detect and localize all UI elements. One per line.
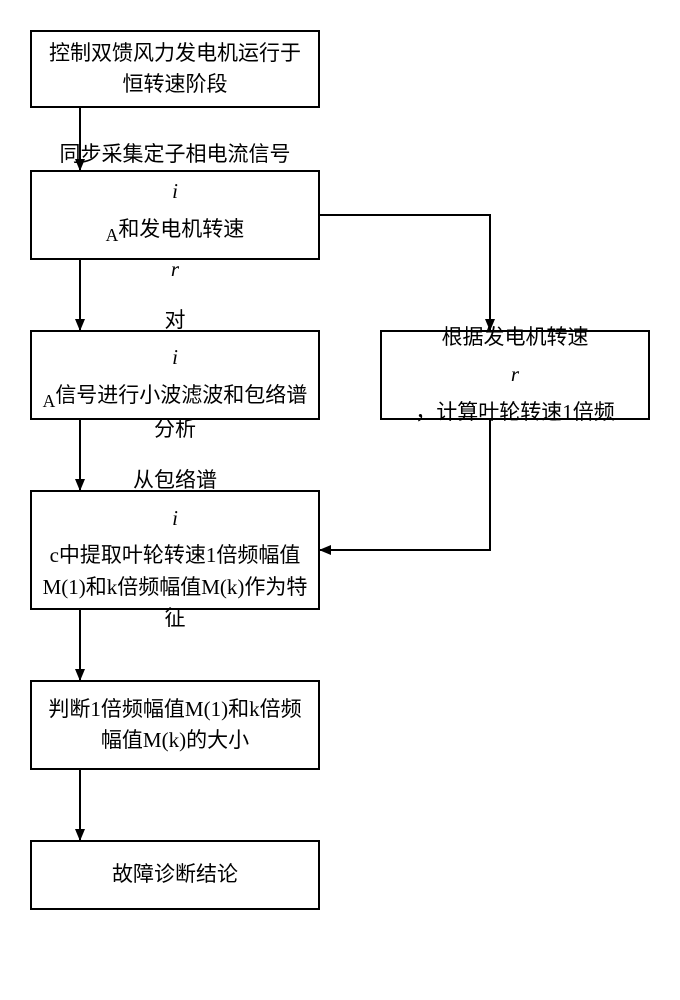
box-text: 故障诊断结论	[102, 853, 248, 897]
arrow-b4-to-b5	[320, 420, 490, 550]
box-compare-amplitudes: 判断1倍频幅值M(1)和k倍频幅值M(k)的大小	[30, 680, 320, 770]
arrow-b2-to-b4	[320, 215, 490, 330]
box-control-dfig: 控制双馈风力发电机运行于恒转速阶段	[30, 30, 320, 108]
box-text: 根据发电机转速r，计算叶轮转速1倍频	[405, 316, 625, 435]
box-text: 控制双馈风力发电机运行于恒转速阶段	[32, 32, 318, 107]
box-text: 从包络谱ic中提取叶轮转速1倍频幅值M(1)和k倍频幅值M(k)作为特征	[32, 459, 318, 641]
box-text: 同步采集定子相电流信号iA和发电机转速r	[50, 133, 301, 298]
box-extract-features: 从包络谱ic中提取叶轮转速1倍频幅值M(1)和k倍频幅值M(k)作为特征	[30, 490, 320, 610]
box-collect-signals: 同步采集定子相电流信号iA和发电机转速r	[30, 170, 320, 260]
box-text: 判断1倍频幅值M(1)和k倍频幅值M(k)的大小	[32, 688, 318, 763]
box-diagnosis-result: 故障诊断结论	[30, 840, 320, 910]
flowchart-container: 控制双馈风力发电机运行于恒转速阶段 同步采集定子相电流信号iA和发电机转速r 对…	[20, 20, 660, 980]
box-calc-rotor-freq: 根据发电机转速r，计算叶轮转速1倍频	[380, 330, 650, 420]
box-text: 对iA信号进行小波滤波和包络谱分析	[32, 299, 318, 452]
box-wavelet-envelope: 对iA信号进行小波滤波和包络谱分析	[30, 330, 320, 420]
